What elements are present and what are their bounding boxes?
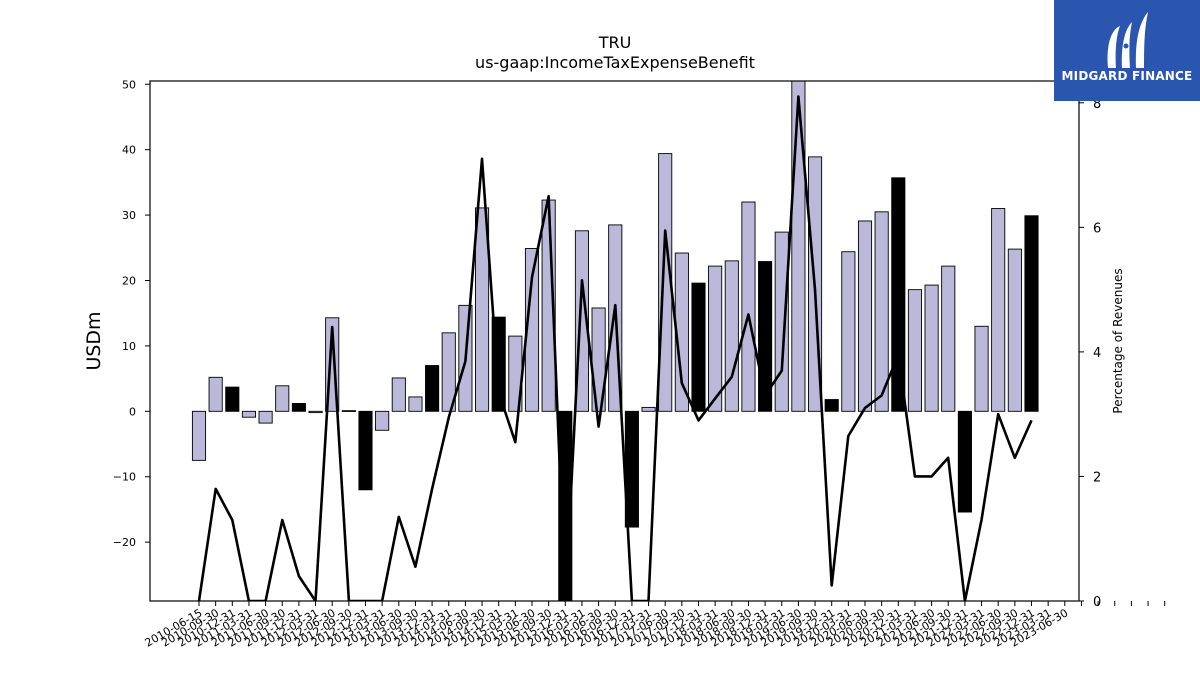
bar-2012-12-31 (358, 410, 373, 491)
y-axis-left: −20 −10 0 10 20 30 40 50 (113, 78, 150, 549)
bar-2014-03-31 (441, 332, 456, 412)
bar-2022-09-30 (1007, 248, 1022, 412)
bar-2011-03-31 (241, 410, 257, 418)
bar-2019-03-31 (774, 231, 789, 412)
bar-2013-06-30 (391, 377, 406, 412)
bar-2017-12-31 (691, 282, 706, 412)
bar-2020-06-30 (857, 220, 873, 412)
bar-series (191, 81, 1039, 601)
bar-2020-09-30 (874, 211, 889, 412)
chart-subtitle: us-gaap:IncomeTaxExpenseBenefit (475, 53, 755, 72)
y-tick-label: 10 (122, 340, 136, 353)
bar-2020-12-31 (891, 177, 906, 412)
y2-axis-label: Percentage of Revenues (1111, 268, 1125, 413)
bar-2018-06-30 (724, 260, 739, 412)
y-tick-label: 20 (122, 274, 136, 287)
bar-2011-12-31 (291, 403, 306, 412)
bar-2022-06-30 (991, 208, 1006, 412)
y-tick-label: −10 (113, 471, 136, 484)
y2-tick-label: 4 (1093, 346, 1101, 361)
x-axis: 2010-06-152010-09-302010-12-312011-03-31… (143, 601, 1166, 650)
y-tick-label: 50 (122, 78, 136, 91)
bar-2017-03-31 (641, 406, 656, 412)
line-series (197, 95, 1033, 601)
bar-2021-12-31 (957, 410, 972, 513)
bar-2013-09-30 (408, 396, 423, 412)
bar-2013-03-31 (375, 410, 390, 431)
bar-2014-09-30 (475, 207, 490, 412)
y-tick-label: 30 (122, 209, 136, 222)
y2-tick-label: 8 (1093, 97, 1101, 112)
y-tick-label: −20 (113, 536, 136, 549)
y-tick-label: 40 (122, 144, 136, 157)
percentage-line (197, 95, 1033, 601)
y-tick-label: 0 (129, 405, 136, 418)
y2-tick-label: 2 (1093, 470, 1101, 485)
bar-2013-12-31 (425, 365, 440, 412)
bar-2012-03-31 (308, 410, 323, 414)
bar-2019-06-30 (791, 81, 806, 412)
bar-2021-09-30 (941, 265, 956, 412)
bar-2022-12-31 (1024, 215, 1039, 412)
bar-2021-06-30 (924, 284, 939, 412)
midgard-logo-icon (1107, 12, 1148, 68)
bar-2022-03-31 (974, 325, 989, 412)
bar-2020-03-31 (841, 251, 856, 412)
bar-2011-09-30 (275, 385, 290, 412)
bar-2018-03-31 (708, 265, 723, 412)
bar-2012-09-30 (341, 410, 356, 412)
y-axis-right: 0 2 4 6 8 (1079, 97, 1101, 610)
bar-2010-06-15 (191, 410, 207, 461)
y-axis-label: USDm (83, 311, 105, 370)
chart-title: TRU (598, 33, 632, 52)
bar-2010-12-31 (225, 386, 240, 412)
brand-logo: MIDGARD FINANCE (1054, 0, 1200, 101)
bar-2011-06-30 (258, 410, 273, 424)
bar-2021-03-31 (907, 289, 922, 412)
plot-frame (149, 80, 1080, 602)
y2-tick-label: 6 (1093, 221, 1101, 236)
bar-2018-09-30 (741, 201, 756, 412)
bar-2010-09-30 (208, 376, 223, 412)
y2-tick-label: 0 (1093, 595, 1101, 610)
bar-2019-12-31 (824, 399, 839, 412)
brand-name: MIDGARD FINANCE (1061, 69, 1193, 83)
